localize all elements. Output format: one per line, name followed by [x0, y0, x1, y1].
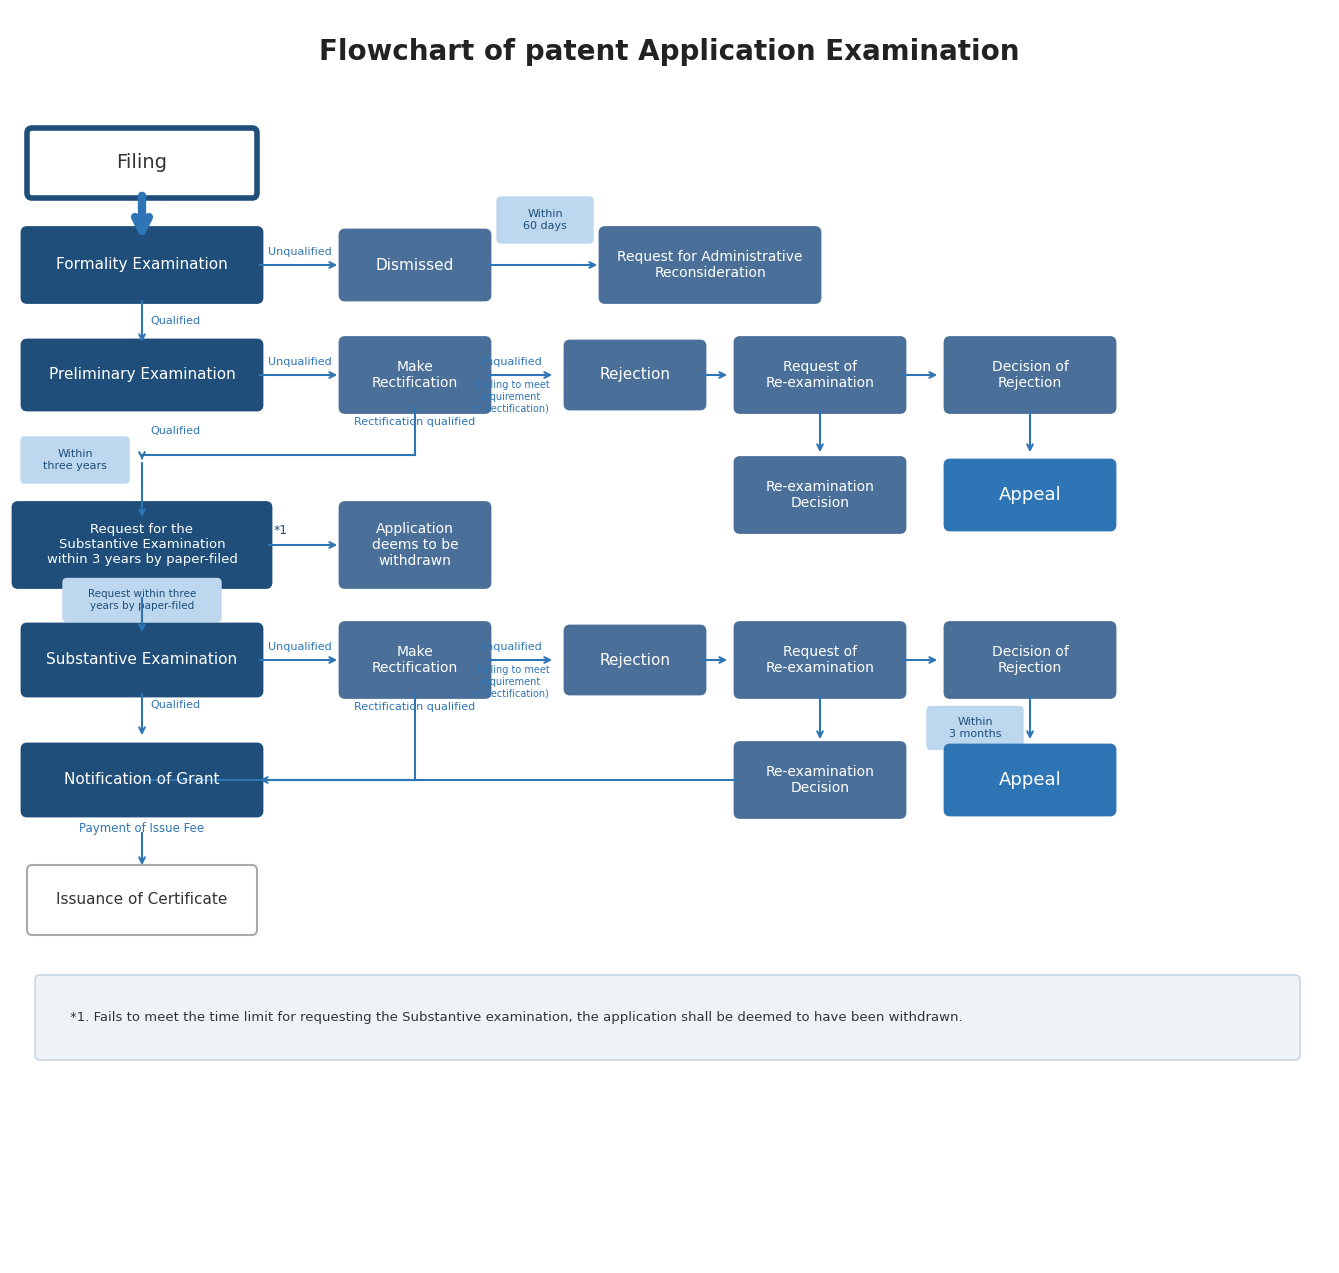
Text: Request for Administrative
Reconsideration: Request for Administrative Reconsiderati… [617, 250, 803, 280]
Text: Dismissed: Dismissed [376, 257, 454, 272]
Text: Unqualified: Unqualified [478, 356, 542, 367]
Text: Appeal: Appeal [999, 771, 1062, 789]
Text: Make
Rectification: Make Rectification [372, 360, 458, 390]
Text: Preliminary Examination: Preliminary Examination [48, 368, 236, 382]
FancyBboxPatch shape [565, 626, 706, 694]
Text: Decision of
Rejection: Decision of Rejection [992, 645, 1069, 675]
Text: Re-examination
Decision: Re-examination Decision [766, 480, 874, 510]
Text: Request of
Re-examination: Request of Re-examination [766, 645, 874, 675]
Text: Application
deems to be
withdrawn: Application deems to be withdrawn [372, 522, 458, 568]
Text: Request of
Re-examination: Request of Re-examination [766, 360, 874, 390]
Text: Qualified: Qualified [150, 426, 200, 435]
FancyBboxPatch shape [945, 460, 1115, 530]
FancyBboxPatch shape [27, 129, 257, 199]
Text: Appeal: Appeal [999, 486, 1062, 504]
Text: Formality Examination: Formality Examination [56, 257, 228, 272]
Text: Within
60 days: Within 60 days [524, 209, 566, 230]
Text: ( Failing to meet
requirement
of Rectification): ( Failing to meet requirement of Rectifi… [470, 665, 550, 698]
FancyBboxPatch shape [735, 337, 905, 412]
FancyBboxPatch shape [21, 437, 129, 482]
Text: Payment of Issue Fee: Payment of Issue Fee [79, 822, 205, 835]
FancyBboxPatch shape [945, 622, 1115, 698]
Text: Flowchart of patent Application Examination: Flowchart of patent Application Examinat… [319, 38, 1019, 66]
Text: Request for the
Substantive Examination
within 3 years by paper-filed: Request for the Substantive Examination … [47, 523, 237, 566]
Text: Unqualified: Unqualified [478, 642, 542, 652]
FancyBboxPatch shape [21, 228, 262, 303]
Text: Filing: Filing [116, 154, 167, 173]
FancyBboxPatch shape [21, 743, 262, 816]
Text: Rectification qualified: Rectification qualified [355, 418, 475, 426]
FancyBboxPatch shape [21, 340, 262, 410]
Text: Re-examination
Decision: Re-examination Decision [766, 765, 874, 796]
Text: Issuance of Certificate: Issuance of Certificate [56, 892, 228, 908]
Text: Rectification qualified: Rectification qualified [355, 701, 475, 712]
Text: Substantive Examination: Substantive Examination [47, 653, 237, 667]
Text: Request within three
years by paper-filed: Request within three years by paper-file… [88, 589, 195, 611]
FancyBboxPatch shape [735, 742, 905, 817]
Text: Unqualified: Unqualified [268, 247, 332, 257]
FancyBboxPatch shape [13, 503, 270, 588]
FancyBboxPatch shape [497, 197, 593, 243]
Text: *1. Fails to meet the time limit for requesting the Substantive examination, the: *1. Fails to meet the time limit for req… [70, 1011, 963, 1023]
FancyBboxPatch shape [63, 578, 221, 621]
FancyBboxPatch shape [927, 707, 1023, 750]
Text: Within
three years: Within three years [43, 449, 107, 471]
FancyBboxPatch shape [735, 622, 905, 698]
FancyBboxPatch shape [27, 864, 257, 934]
FancyBboxPatch shape [340, 337, 490, 412]
FancyBboxPatch shape [600, 228, 819, 303]
Text: Rejection: Rejection [600, 653, 671, 667]
FancyBboxPatch shape [340, 230, 490, 300]
FancyBboxPatch shape [735, 457, 905, 532]
Text: Decision of
Rejection: Decision of Rejection [992, 360, 1069, 390]
Text: Unqualified: Unqualified [268, 642, 332, 652]
FancyBboxPatch shape [340, 622, 490, 698]
Text: Rejection: Rejection [600, 368, 671, 382]
Text: Make
Rectification: Make Rectification [372, 645, 458, 675]
Text: *1: *1 [274, 523, 288, 536]
FancyBboxPatch shape [945, 337, 1115, 412]
Text: Qualified: Qualified [150, 700, 200, 710]
Text: Qualified: Qualified [150, 316, 200, 326]
FancyBboxPatch shape [340, 503, 490, 588]
FancyBboxPatch shape [35, 975, 1300, 1060]
FancyBboxPatch shape [945, 745, 1115, 815]
Text: Unqualified: Unqualified [268, 356, 332, 367]
FancyBboxPatch shape [565, 341, 706, 409]
FancyBboxPatch shape [21, 624, 262, 696]
Text: ( Failing to meet
requirement
of Rectification): ( Failing to meet requirement of Rectifi… [470, 381, 550, 414]
Text: Notification of Grant: Notification of Grant [64, 773, 220, 788]
Text: Within
3 months: Within 3 months [949, 717, 1002, 738]
